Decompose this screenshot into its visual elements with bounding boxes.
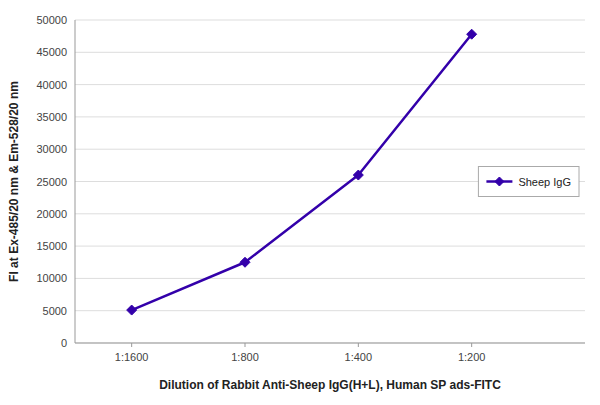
plot-area bbox=[127, 29, 477, 315]
chart-container: 0 5000 10000 15000 20000 25000 30000 35000 40000… bbox=[0, 0, 600, 405]
chart: 0 5000 10000 15000 20000 25000 30000 35000 40000… bbox=[0, 0, 600, 405]
y-tick-label: 25000 bbox=[36, 176, 67, 188]
y-tick-label: 45000 bbox=[36, 46, 67, 58]
x-tick bbox=[471, 343, 472, 347]
grid-line bbox=[75, 20, 585, 21]
y-tick-label: 5000 bbox=[43, 305, 67, 317]
legend: Sheep IgG bbox=[478, 167, 579, 197]
marker bbox=[240, 257, 250, 267]
grid-line bbox=[75, 213, 585, 214]
y-tick-label: 0 bbox=[61, 337, 67, 349]
y-tick-label: 50000 bbox=[36, 14, 67, 26]
grid-line bbox=[75, 246, 585, 247]
y-tick-label: 30000 bbox=[36, 143, 67, 155]
grid-line bbox=[75, 278, 585, 279]
x-axis-label: Dilution of Rabbit Anti-Sheep IgG(H+L), … bbox=[159, 378, 501, 392]
y-tick-label: 15000 bbox=[36, 240, 67, 252]
marker bbox=[467, 29, 477, 39]
x-tick bbox=[358, 343, 359, 347]
grid-line bbox=[75, 84, 585, 85]
x-axis-line bbox=[75, 343, 585, 344]
x-tick-label: 1:400 bbox=[345, 351, 373, 363]
y-tick-label: 20000 bbox=[36, 208, 67, 220]
grid-line bbox=[75, 181, 585, 182]
y-axis-line bbox=[75, 20, 76, 343]
x-tick bbox=[131, 343, 132, 347]
grid bbox=[75, 20, 585, 343]
grid-line bbox=[75, 116, 585, 117]
y-tick-label: 40000 bbox=[36, 79, 67, 91]
x-tick-label: 1:200 bbox=[458, 351, 486, 363]
y-axis-label: FI at Ex-485/20 nm & Em-528/20 nm bbox=[7, 81, 21, 282]
y-tick-label: 10000 bbox=[36, 272, 67, 284]
marker bbox=[353, 170, 363, 180]
x-tick bbox=[245, 343, 246, 347]
grid-line bbox=[75, 310, 585, 311]
grid-line bbox=[75, 149, 585, 150]
grid-line bbox=[75, 343, 585, 344]
y-tick-label: 35000 bbox=[36, 111, 67, 123]
x-tick-label: 1:800 bbox=[231, 351, 259, 363]
axes: 0 5000 10000 15000 20000 25000 30000 35000 40000… bbox=[36, 14, 585, 363]
grid-line bbox=[75, 52, 585, 53]
x-tick-label: 1:1600 bbox=[115, 351, 149, 363]
legend-box bbox=[478, 167, 579, 197]
marker bbox=[127, 305, 137, 315]
legend-marker bbox=[495, 177, 504, 186]
line bbox=[132, 34, 472, 310]
legend-label: Sheep IgG bbox=[518, 176, 571, 188]
